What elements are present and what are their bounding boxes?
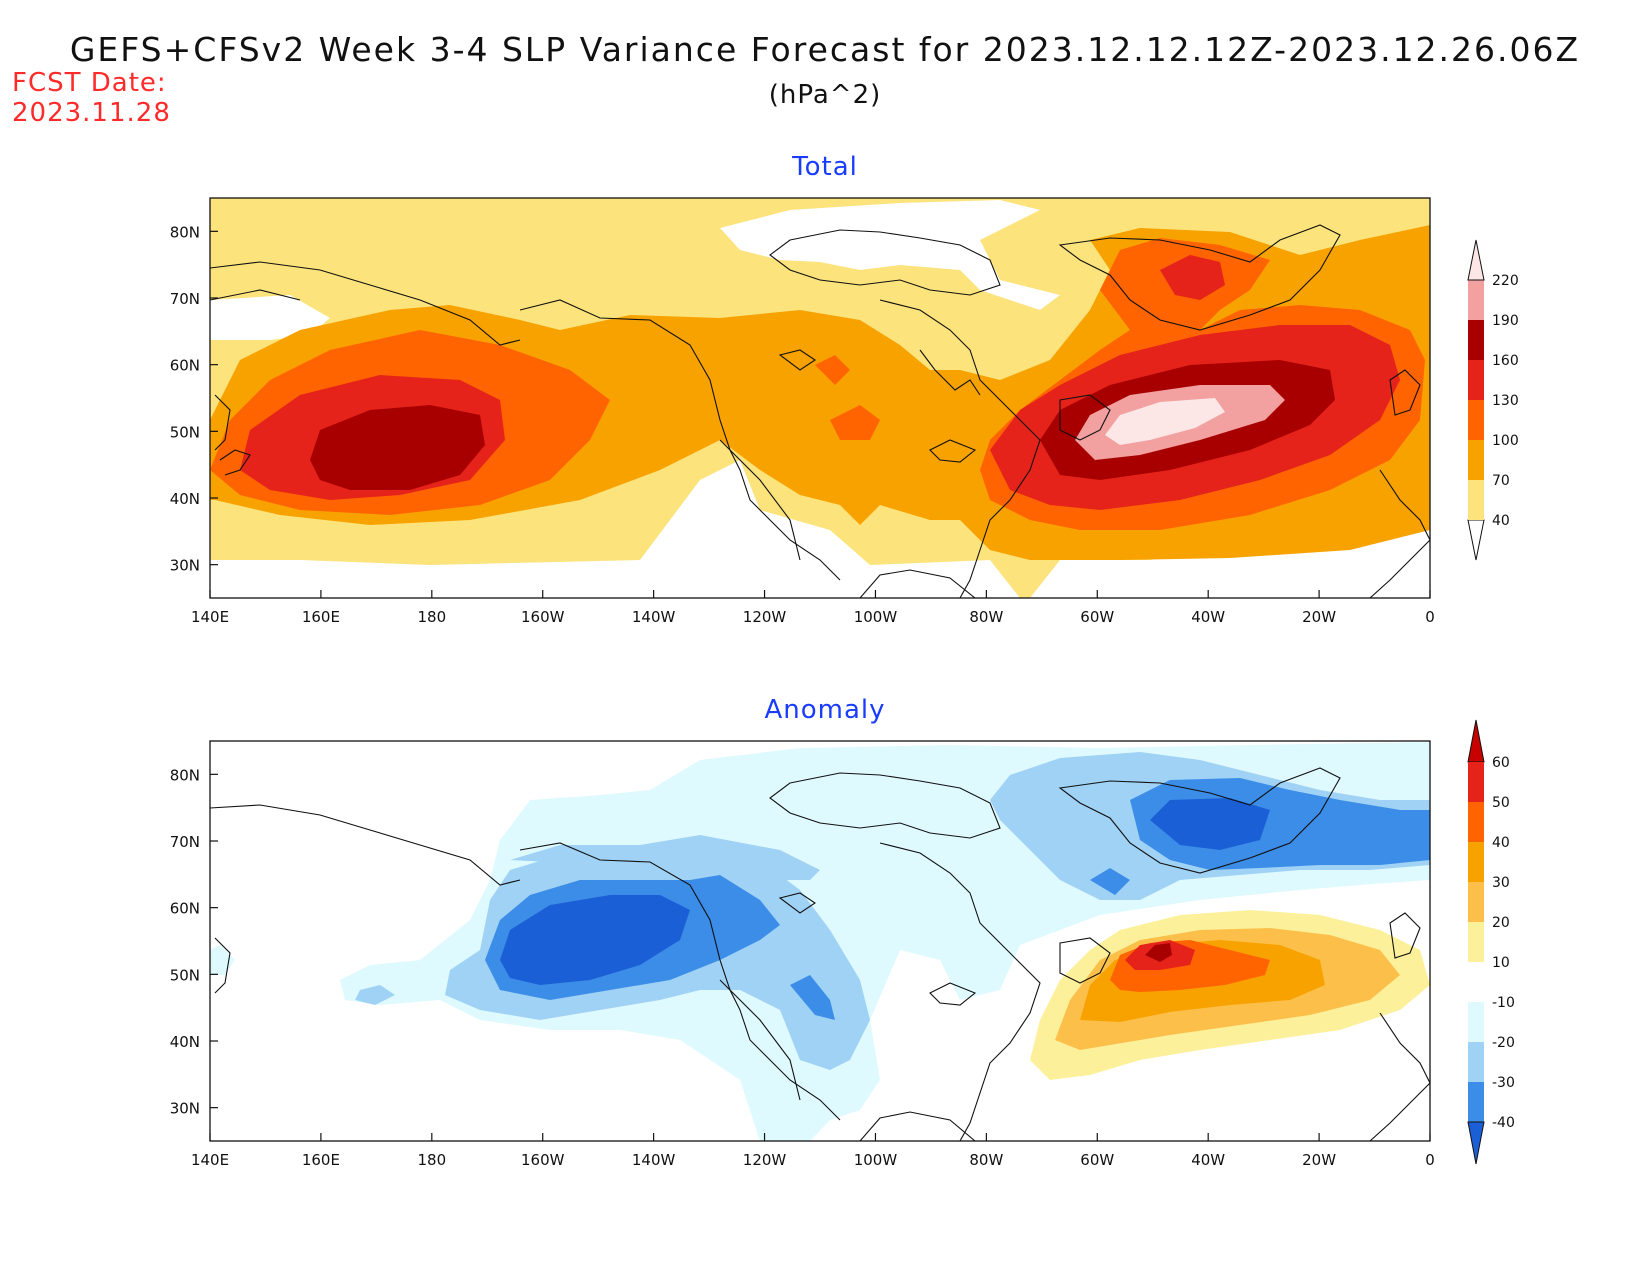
total-map-frame	[209, 197, 1431, 599]
x-tick-label: 180	[417, 1151, 446, 1169]
anomaly-y-axis: 30N 40N 50N 60N 70N 80N	[170, 766, 218, 1118]
colorbar-swatch	[1468, 1002, 1484, 1042]
colorbar-label: -40	[1492, 1115, 1515, 1131]
x-tick-label: 80W	[969, 1151, 1003, 1169]
total-map	[210, 198, 1430, 598]
x-tick-label: 40W	[1191, 1151, 1225, 1169]
colorbar-swatch	[1468, 360, 1484, 400]
colorbar-label: 130	[1492, 393, 1519, 409]
x-tick-label: 80W	[969, 608, 1003, 626]
anomaly-colorbar: 60 50 40 30 20 10 -10 -20 -30 -40	[1467, 719, 1515, 1165]
x-tick-label: 100W	[854, 1151, 898, 1169]
colorbar-label: 30	[1492, 875, 1510, 891]
total-y-axis: 30N 40N 50N 60N 70N 80N	[170, 223, 218, 575]
total-field-160	[310, 405, 485, 490]
colorbar-swatch	[1468, 882, 1484, 922]
figure-title: GEFS+CFSv2 Week 3-4 SLP Variance Forecas…	[69, 30, 1581, 69]
colorbar-swatch	[1468, 400, 1484, 440]
x-tick-label: 140E	[191, 608, 229, 626]
colorbar-upper-tail	[1467, 239, 1485, 281]
x-tick-label: 100W	[854, 608, 898, 626]
colorbar-swatch	[1468, 320, 1484, 360]
colorbar-label: 50	[1492, 795, 1510, 811]
y-tick-label: 40N	[170, 1033, 200, 1051]
anomaly-x-axis: 140E 160E 180 160W 140W 120W 100W 80W 60W 40W 20W 0	[191, 1133, 1435, 1169]
x-tick-label: 160W	[521, 608, 565, 626]
colorbar-swatch	[1468, 802, 1484, 842]
x-tick-label: 0	[1425, 608, 1435, 626]
x-tick-label: 160E	[302, 1151, 340, 1169]
y-tick-label: 30N	[170, 1100, 200, 1118]
y-tick-label: 60N	[170, 900, 200, 918]
x-tick-label: 120W	[743, 608, 787, 626]
x-tick-label: 120W	[743, 1151, 787, 1169]
x-tick-label: 20W	[1302, 1151, 1336, 1169]
colorbar-label: -10	[1492, 995, 1515, 1011]
colorbar-upper-tail	[1467, 719, 1485, 763]
colorbar-label: 40	[1492, 835, 1510, 851]
total-field-220	[1105, 398, 1225, 445]
x-tick-label: 40W	[1191, 608, 1225, 626]
anomaly-map-frame	[209, 740, 1431, 1142]
colorbar-label: -20	[1492, 1035, 1515, 1051]
y-tick-label: 80N	[170, 766, 200, 784]
colorbar-label: 60	[1492, 755, 1510, 771]
units-label: (hPa^2)	[768, 80, 882, 110]
colorbar-swatch	[1468, 280, 1484, 320]
colorbar-lower-tail	[1467, 1121, 1485, 1165]
anomaly-map	[210, 741, 1430, 1141]
x-tick-label: 140E	[191, 1151, 229, 1169]
x-tick-label: 140W	[632, 1151, 676, 1169]
colorbar-label: 20	[1492, 915, 1510, 931]
forecast-date-value: 2023.11.28	[12, 98, 171, 128]
total-coastlines	[210, 224, 1430, 598]
y-tick-label: 60N	[170, 357, 200, 375]
colorbar-label: 40	[1492, 513, 1510, 529]
y-tick-label: 50N	[170, 423, 200, 441]
colorbar-label: -30	[1492, 1075, 1515, 1091]
panel-title-anomaly: Anomaly	[764, 695, 886, 725]
total-colorbar: 40 70 100 130 160 190 220	[1467, 239, 1519, 561]
x-tick-label: 60W	[1080, 608, 1114, 626]
colorbar-swatch	[1468, 440, 1484, 480]
colorbar-swatch	[1468, 962, 1484, 1002]
anomaly-field-pos60	[1145, 943, 1172, 962]
colorbar-swatch	[1468, 1042, 1484, 1082]
forecast-date-label: FCST Date:	[12, 68, 167, 98]
y-tick-label: 40N	[170, 490, 200, 508]
colorbar-lower-tail	[1467, 519, 1485, 561]
colorbar-label: 70	[1492, 473, 1510, 489]
colorbar-label: 100	[1492, 433, 1519, 449]
colorbar-label: 10	[1492, 955, 1510, 971]
colorbar-label: 160	[1492, 353, 1519, 369]
y-tick-label: 70N	[170, 833, 200, 851]
anomaly-coastlines	[210, 767, 1430, 1141]
forecast-date-block: FCST Date: 2023.11.28	[12, 68, 171, 128]
anomaly-field-neg40	[500, 895, 690, 985]
y-tick-label: 80N	[170, 223, 200, 241]
x-tick-label: 180	[417, 608, 446, 626]
panel-title-total: Total	[792, 152, 858, 182]
x-tick-label: 20W	[1302, 608, 1336, 626]
colorbar-swatch	[1468, 922, 1484, 962]
colorbar-swatch	[1468, 762, 1484, 802]
colorbar-swatch	[1468, 842, 1484, 882]
colorbar-swatch	[1468, 480, 1484, 520]
x-tick-label: 160W	[521, 1151, 565, 1169]
total-x-axis: 140E 160E 180 160W 140W 120W 100W 80W 60W 40W 20W 0	[191, 590, 1435, 626]
x-tick-label: 0	[1425, 1151, 1435, 1169]
y-tick-label: 50N	[170, 966, 200, 984]
colorbar-label: 190	[1492, 313, 1519, 329]
y-tick-label: 70N	[170, 290, 200, 308]
colorbar-label: 220	[1492, 273, 1519, 289]
colorbar-swatch	[1468, 1082, 1484, 1122]
x-tick-label: 60W	[1080, 1151, 1114, 1169]
x-tick-label: 140W	[632, 608, 676, 626]
y-tick-label: 30N	[170, 557, 200, 575]
x-tick-label: 160E	[302, 608, 340, 626]
